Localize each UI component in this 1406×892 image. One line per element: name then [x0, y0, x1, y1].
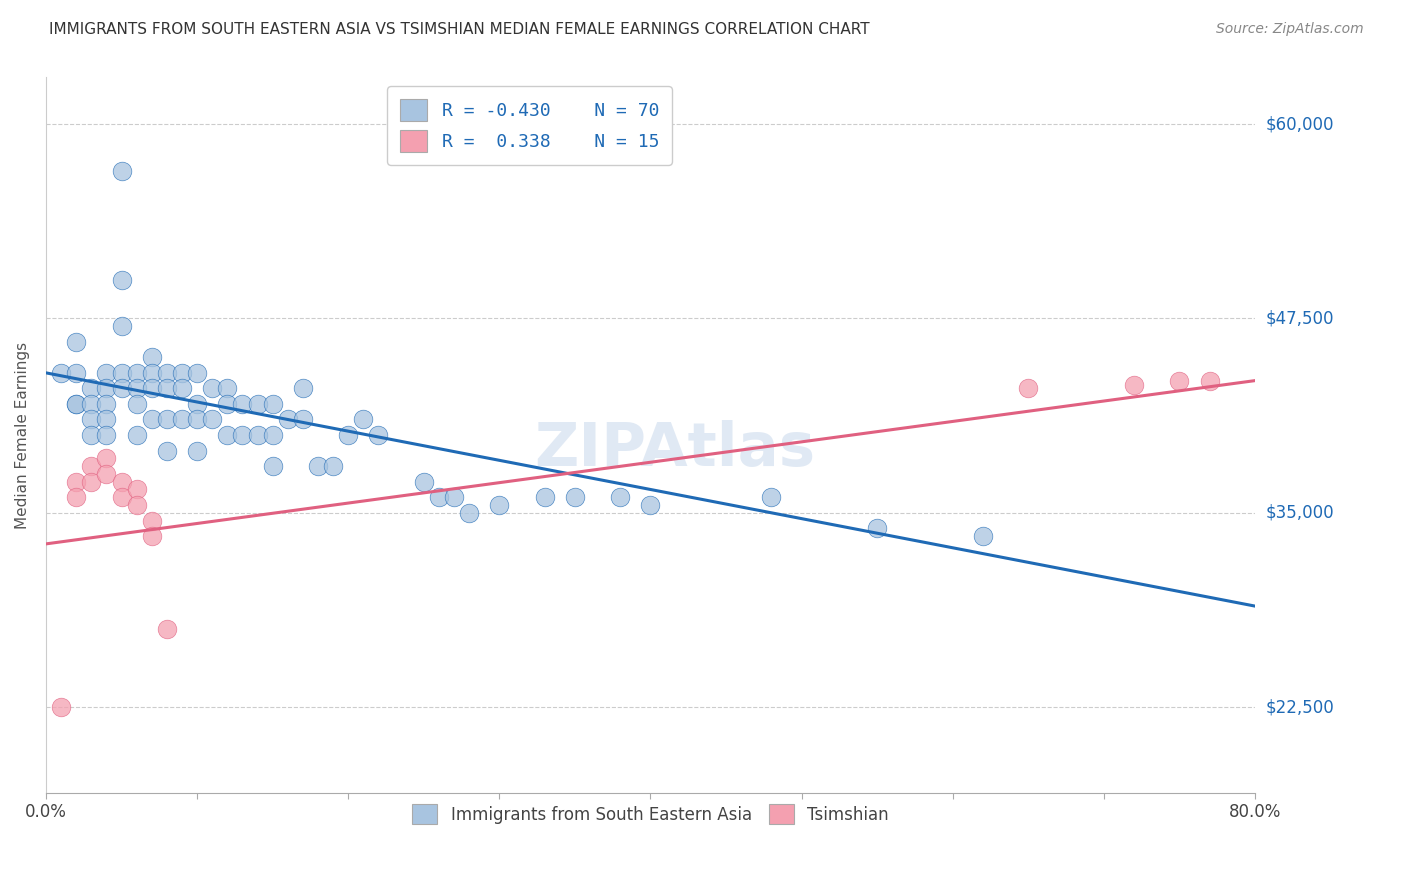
Point	[125, 428, 148, 442]
Point	[458, 506, 481, 520]
Point	[141, 366, 163, 380]
Point	[96, 397, 118, 411]
Point	[96, 366, 118, 380]
Point	[262, 397, 284, 411]
Point	[443, 490, 465, 504]
Point	[640, 498, 662, 512]
Point	[262, 428, 284, 442]
Text: ZIPAtlas: ZIPAtlas	[534, 420, 815, 479]
Legend: Immigrants from South Eastern Asia, Tsimshian: Immigrants from South Eastern Asia, Tsim…	[402, 794, 898, 834]
Point	[972, 529, 994, 543]
Point	[156, 412, 179, 426]
Point	[201, 381, 224, 395]
Point	[156, 381, 179, 395]
Point	[65, 366, 87, 380]
Point	[125, 381, 148, 395]
Text: Source: ZipAtlas.com: Source: ZipAtlas.com	[1216, 22, 1364, 37]
Point	[277, 412, 299, 426]
Point	[80, 428, 103, 442]
Point	[80, 475, 103, 489]
Point	[65, 334, 87, 349]
Point	[246, 428, 269, 442]
Point	[217, 397, 239, 411]
Point	[170, 412, 193, 426]
Point	[217, 381, 239, 395]
Point	[262, 459, 284, 474]
Point	[110, 319, 132, 334]
Point	[96, 412, 118, 426]
Text: $35,000: $35,000	[1265, 504, 1334, 522]
Text: IMMIGRANTS FROM SOUTH EASTERN ASIA VS TSIMSHIAN MEDIAN FEMALE EARNINGS CORRELATI: IMMIGRANTS FROM SOUTH EASTERN ASIA VS TS…	[49, 22, 870, 37]
Point	[322, 459, 344, 474]
Point	[110, 163, 132, 178]
Point	[337, 428, 360, 442]
Point	[125, 498, 148, 512]
Point	[1123, 378, 1146, 392]
Point	[231, 428, 253, 442]
Point	[96, 428, 118, 442]
Point	[186, 397, 208, 411]
Point	[307, 459, 329, 474]
Point	[201, 412, 224, 426]
Point	[866, 521, 889, 535]
Point	[186, 412, 208, 426]
Point	[141, 381, 163, 395]
Point	[96, 467, 118, 481]
Text: $22,500: $22,500	[1265, 698, 1334, 716]
Point	[141, 529, 163, 543]
Point	[80, 459, 103, 474]
Point	[110, 490, 132, 504]
Point	[412, 475, 434, 489]
Point	[186, 443, 208, 458]
Point	[125, 397, 148, 411]
Point	[110, 381, 132, 395]
Point	[80, 381, 103, 395]
Point	[217, 428, 239, 442]
Point	[1017, 381, 1039, 395]
Point	[1198, 374, 1220, 388]
Point	[125, 366, 148, 380]
Point	[291, 412, 314, 426]
Point	[352, 412, 374, 426]
Point	[246, 397, 269, 411]
Point	[110, 366, 132, 380]
Point	[125, 483, 148, 497]
Point	[80, 412, 103, 426]
Y-axis label: Median Female Earnings: Median Female Earnings	[15, 342, 30, 529]
Point	[1168, 374, 1191, 388]
Point	[96, 381, 118, 395]
Point	[80, 397, 103, 411]
Point	[427, 490, 450, 504]
Point	[141, 351, 163, 365]
Point	[65, 397, 87, 411]
Point	[156, 443, 179, 458]
Point	[65, 397, 87, 411]
Point	[49, 700, 72, 714]
Point	[49, 366, 72, 380]
Point	[533, 490, 555, 504]
Point	[110, 475, 132, 489]
Point	[110, 272, 132, 286]
Point	[231, 397, 253, 411]
Point	[761, 490, 783, 504]
Point	[170, 366, 193, 380]
Point	[96, 451, 118, 466]
Point	[609, 490, 631, 504]
Text: $47,500: $47,500	[1265, 310, 1334, 327]
Point	[141, 412, 163, 426]
Point	[156, 623, 179, 637]
Point	[65, 475, 87, 489]
Point	[170, 381, 193, 395]
Point	[564, 490, 586, 504]
Text: $60,000: $60,000	[1265, 115, 1334, 133]
Point	[291, 381, 314, 395]
Point	[141, 514, 163, 528]
Point	[367, 428, 389, 442]
Point	[65, 490, 87, 504]
Point	[156, 366, 179, 380]
Point	[488, 498, 510, 512]
Point	[186, 366, 208, 380]
